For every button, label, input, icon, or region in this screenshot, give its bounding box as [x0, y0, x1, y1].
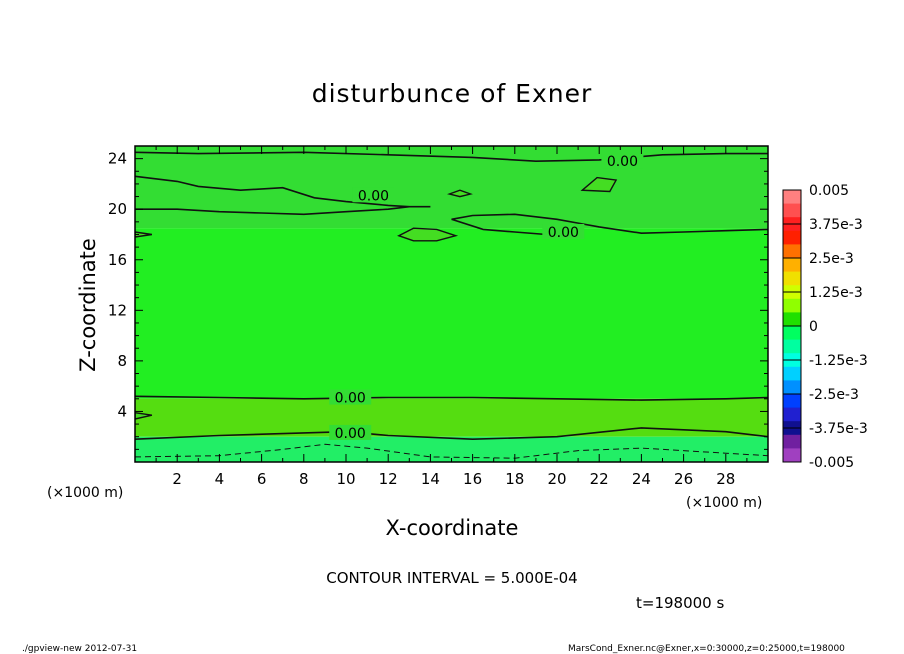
x-tick-label: 20 [547, 470, 566, 488]
x-tick-label: 16 [463, 470, 482, 488]
x-tick-label: 2 [172, 470, 182, 488]
x-tick-label: 24 [632, 470, 651, 488]
contour-label-bg [329, 389, 372, 405]
field-band-lower-layer [135, 398, 768, 437]
colorbar-swatch [783, 203, 801, 218]
contour-line [135, 395, 768, 401]
field-band-upper-layer [135, 146, 768, 229]
colorbar-swatch [783, 448, 801, 463]
x-tick-label: 26 [674, 470, 693, 488]
colorbar-swatch [783, 407, 801, 422]
colorbar-swatch [783, 298, 801, 313]
plot-area: 0.000.000.000.000.002 4 6 8 10 12 14 16 18 20 22 24… [108, 145, 769, 488]
colorbar-level-label: 2.5e-3 [809, 251, 854, 267]
x-unit-label: (×1000 m) [686, 495, 762, 511]
colorbar-level-label: -2.5e-3 [809, 387, 859, 403]
colorbar-swatch [783, 190, 801, 205]
contour-label: 0.00 [335, 391, 366, 407]
colorbar-level-label: -3.75e-3 [809, 421, 868, 437]
y-tick-label: 16 [108, 251, 127, 269]
contour-label-bg [352, 187, 395, 203]
x-tick-label: 14 [421, 470, 440, 488]
contour-closed [135, 231, 153, 238]
colorbar-swatch [783, 339, 801, 354]
contour-label: 0.00 [335, 426, 366, 442]
colorbar-level-label: -1.25e-3 [809, 353, 868, 369]
y-tick-label: 24 [108, 150, 127, 168]
time-text: t=198000 s [636, 594, 724, 612]
x-tick-label: 8 [299, 470, 309, 488]
contour-line [135, 205, 410, 216]
contour-closed [580, 176, 618, 193]
contour-label: 0.00 [548, 225, 579, 241]
y-tick-label: 12 [108, 301, 127, 319]
y-tick-label: 20 [108, 200, 127, 218]
chart-title: disturbunce of Exner [312, 79, 593, 108]
colorbar-swatch [783, 312, 801, 327]
field-band-middle-layer [135, 228, 768, 399]
colorbar-level-label: 3.75e-3 [809, 217, 863, 233]
colorbar-swatch [783, 366, 801, 381]
colorbar-swatch [783, 394, 801, 409]
contour-line [135, 427, 768, 441]
field-band-bottom-layer [135, 436, 768, 462]
contour-line [135, 175, 431, 208]
colorbar-level-label: 0.005 [809, 183, 849, 199]
contour-closed [446, 189, 473, 198]
x-tick-label: 12 [379, 470, 398, 488]
x-tick-label: 10 [336, 470, 355, 488]
x-tick-label: 22 [590, 470, 609, 488]
colorbar-swatch [783, 380, 801, 395]
colorbar: 0.005 3.75e-3 2.5e-3 1.25e-3 0 -1.25e-3 -2.5e-… [782, 183, 868, 471]
colorbar-swatch [783, 258, 801, 273]
colorbar-level-label: -0.005 [809, 455, 854, 471]
colorbar-level-label: 0 [809, 319, 818, 335]
colorbar-swatch [783, 434, 801, 449]
contour-label-bg [542, 223, 585, 239]
contour-label: 0.00 [358, 188, 389, 204]
contour-interval-text: CONTOUR INTERVAL = 5.000E-04 [326, 569, 577, 587]
colorbar-swatch [783, 271, 801, 286]
x-tick-label: 28 [716, 470, 735, 488]
contour-label: 0.00 [607, 154, 638, 170]
footer-left: ./gpview-new 2012-07-31 [22, 644, 137, 654]
colorbar-swatch [783, 230, 801, 245]
y-tick-label: 4 [117, 402, 127, 420]
contour-line [135, 151, 768, 163]
y-unit-label: (×1000 m) [47, 485, 123, 501]
y-axis-label: Z-coordinate [76, 238, 100, 372]
footer-right: MarsCond_Exner.nc@Exner,x=0:30000,z=0:25… [568, 644, 845, 654]
x-tick-label: 4 [215, 470, 225, 488]
colorbar-level-label: 1.25e-3 [809, 285, 863, 301]
x-tick-label: 18 [505, 470, 524, 488]
contour-label-bg [601, 153, 644, 169]
contour-closed [135, 411, 153, 420]
colorbar-swatch [783, 244, 801, 259]
plot-content: 0.00 0.00 0.00 0.00 0.00 [135, 146, 768, 462]
x-axis-label: X-coordinate [386, 516, 519, 540]
contour-line [451, 213, 768, 235]
contour-closed [397, 227, 459, 242]
y-tick-label: 8 [117, 352, 127, 370]
contour-label-bg [329, 424, 372, 440]
colorbar-swatch [783, 326, 801, 341]
x-tick-label: 6 [257, 470, 267, 488]
